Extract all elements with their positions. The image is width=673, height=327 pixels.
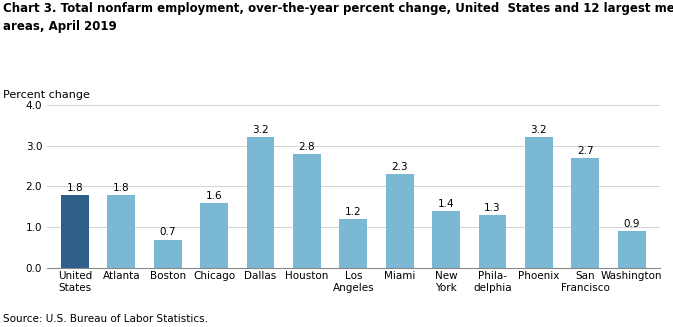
Text: 1.8: 1.8 <box>67 182 83 193</box>
Text: 2.3: 2.3 <box>392 162 408 172</box>
Bar <box>108 195 135 268</box>
Text: areas, April 2019: areas, April 2019 <box>3 20 117 33</box>
Bar <box>201 203 228 268</box>
Bar <box>386 174 414 268</box>
Text: 1.3: 1.3 <box>484 203 501 213</box>
Text: Chart 3. Total nonfarm employment, over-the-year percent change, United  States : Chart 3. Total nonfarm employment, over-… <box>3 2 673 15</box>
Bar <box>154 239 182 268</box>
Text: 1.8: 1.8 <box>113 182 130 193</box>
Text: 3.2: 3.2 <box>252 125 269 135</box>
Text: 2.7: 2.7 <box>577 146 594 156</box>
Bar <box>432 211 460 268</box>
Text: 1.6: 1.6 <box>206 191 223 201</box>
Text: Source: U.S. Bureau of Labor Statistics.: Source: U.S. Bureau of Labor Statistics. <box>3 314 209 324</box>
Text: 1.4: 1.4 <box>438 199 454 209</box>
Text: 2.8: 2.8 <box>299 142 315 152</box>
Text: 0.7: 0.7 <box>160 228 176 237</box>
Text: 3.2: 3.2 <box>530 125 547 135</box>
Text: 1.2: 1.2 <box>345 207 361 217</box>
Bar <box>61 195 89 268</box>
Text: Percent change: Percent change <box>3 90 90 100</box>
Bar <box>293 154 321 268</box>
Bar <box>479 215 506 268</box>
Bar <box>339 219 367 268</box>
Text: 0.9: 0.9 <box>623 219 640 229</box>
Bar <box>618 232 645 268</box>
Bar <box>571 158 599 268</box>
Bar <box>525 137 553 268</box>
Bar <box>246 137 275 268</box>
